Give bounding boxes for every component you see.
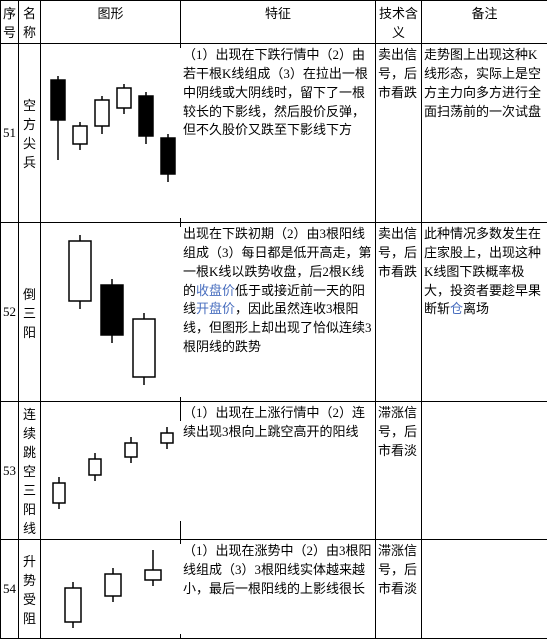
- hdr-feat: 特征: [181, 1, 376, 44]
- cell-feature: （1）出现在下跌行情中（2）由若干根K线组成（3）在拉出一根中阴线或大阴线时，留…: [181, 44, 376, 223]
- hdr-graph: 图形: [41, 1, 181, 44]
- cell-remark: 走势图上出现这种K线形态，实际上是空方主力向多方进行全面扫荡前的一次试盘: [422, 44, 547, 223]
- cell-signal: 卖出信号，后市看跌: [376, 44, 422, 223]
- cell-remark: [422, 402, 547, 540]
- kline-pattern-table: 序号 名称 图形 特征 技术含义 备注 51空方尖兵 （1）出现在下跌行情中（2）…: [0, 0, 547, 639]
- cell-graph: [41, 402, 181, 540]
- cell-name: 空方尖兵: [19, 44, 41, 223]
- hdr-num: 序号: [1, 1, 19, 44]
- cell-signal: 滞涨信号，后市看淡: [376, 540, 422, 639]
- cell-feature: 出现在下跌初期（2）由3根阳线组成（3）每日都是低开高走，第一根K线以跌势收盘，…: [181, 223, 376, 402]
- cell-name: 倒三阳: [19, 223, 41, 402]
- hdr-sig: 技术含义: [376, 1, 422, 44]
- cell-graph: [41, 44, 181, 223]
- cell-graph: [41, 223, 181, 402]
- link-open-price[interactable]: 开盘价: [196, 301, 235, 316]
- table-row: 51空方尖兵 （1）出现在下跌行情中（2）由若干根K线组成（3）在拉出一根中阴线或…: [1, 44, 547, 223]
- link-cang[interactable]: 仓: [450, 301, 463, 316]
- table-row: 54升势受阻 （1）出现在涨势中（2）由3根阳线组成（3）3根阳线实体越来越小，最…: [1, 540, 547, 639]
- cell-num: 54: [1, 540, 19, 639]
- cell-signal: 卖出信号，后市看跌: [376, 223, 422, 402]
- cell-name: 连续跳空三阳线: [19, 402, 41, 540]
- cell-remark: [422, 540, 547, 639]
- hdr-name: 名称: [19, 1, 41, 44]
- table-row: 52倒三阳 出现在下跌初期（2）由3根阳线组成（3）每日都是低开高走，第一根K线以…: [1, 223, 547, 402]
- cell-graph: [41, 540, 181, 639]
- cell-num: 51: [1, 44, 19, 223]
- header-row: 序号 名称 图形 特征 技术含义 备注: [1, 1, 547, 44]
- cell-num: 52: [1, 223, 19, 402]
- hdr-remark: 备注: [422, 1, 547, 44]
- cell-feature: （1）出现在涨势中（2）由3根阳线组成（3）3根阳线实体越来越小，最后一根阳线的…: [181, 540, 376, 639]
- cell-remark: 此种情况多数发生在庄家股上，出现这种K线图下跌概率极大，投资者要趁早果断斩仓离场: [422, 223, 547, 402]
- cell-feature: （1）出现在上涨行情中（2）连续出现3根向上跳空高开的阳线: [181, 402, 376, 540]
- cell-name: 升势受阻: [19, 540, 41, 639]
- table-row: 53连续跳空三阳线 （1）出现在上涨行情中（2）连续出现3根向上跳空高开的阳线滞涨…: [1, 402, 547, 540]
- cell-signal: 滞涨信号，后市看淡: [376, 402, 422, 540]
- cell-num: 53: [1, 402, 19, 540]
- link-close-price[interactable]: 收盘价: [196, 283, 235, 298]
